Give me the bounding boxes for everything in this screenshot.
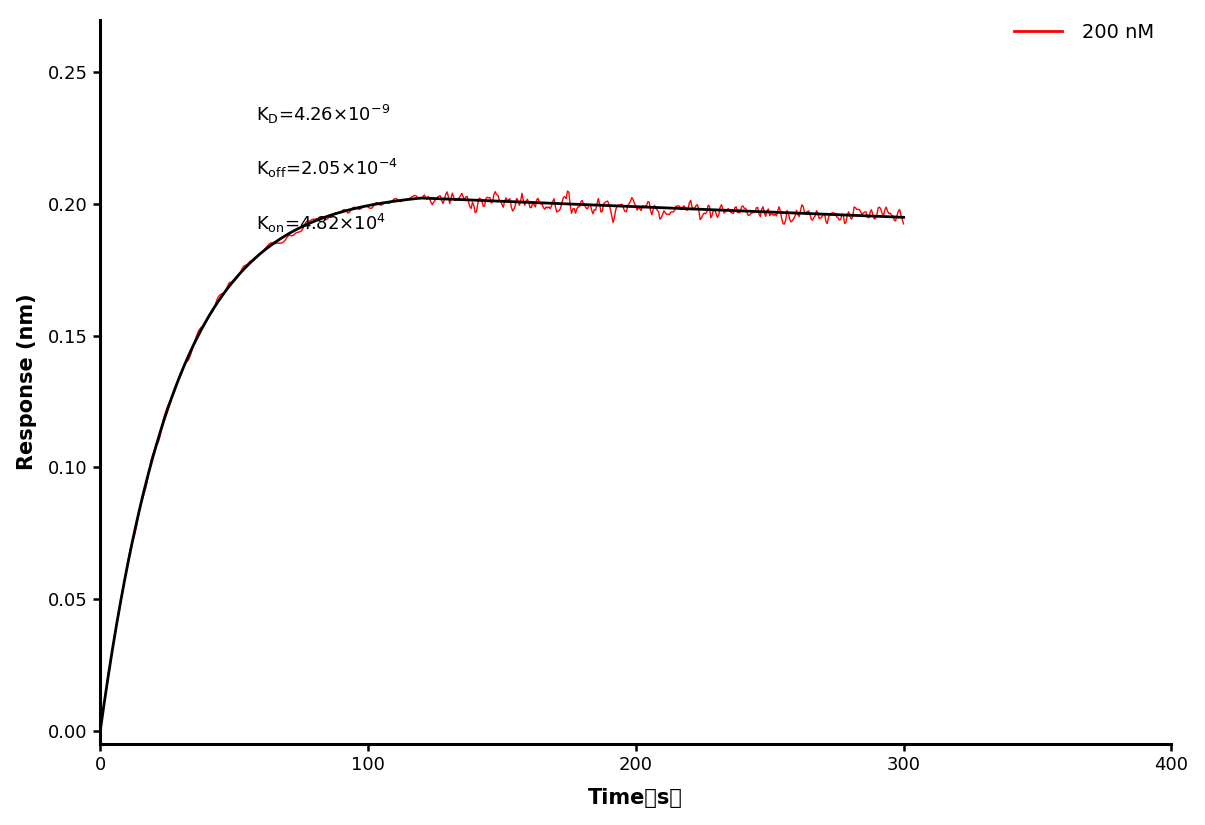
Text: K$_\mathrm{on}$=4.82×10$^{4}$: K$_\mathrm{on}$=4.82×10$^{4}$	[255, 211, 386, 234]
Y-axis label: Response (nm): Response (nm)	[17, 294, 36, 470]
200 nM	[560, 186, 575, 196]
200 nM	[872, 202, 887, 212]
X-axis label: Time（s）: Time（s）	[588, 789, 683, 808]
Text: K$_\mathrm{off}$=2.05×10$^{-4}$: K$_\mathrm{off}$=2.05×10$^{-4}$	[255, 158, 398, 181]
200 nM	[734, 202, 748, 212]
200 nM	[93, 726, 107, 736]
Line: 200 nM: 200 nM	[100, 191, 904, 731]
Legend: 200 nM: 200 nM	[1006, 15, 1162, 50]
Text: K$_\mathrm{D}$=4.26×10$^{-9}$: K$_\mathrm{D}$=4.26×10$^{-9}$	[255, 103, 389, 126]
200 nM	[143, 455, 158, 465]
200 nM	[358, 200, 372, 210]
200 nM	[897, 219, 911, 229]
200 nM	[845, 214, 859, 224]
200 nM	[243, 257, 258, 266]
